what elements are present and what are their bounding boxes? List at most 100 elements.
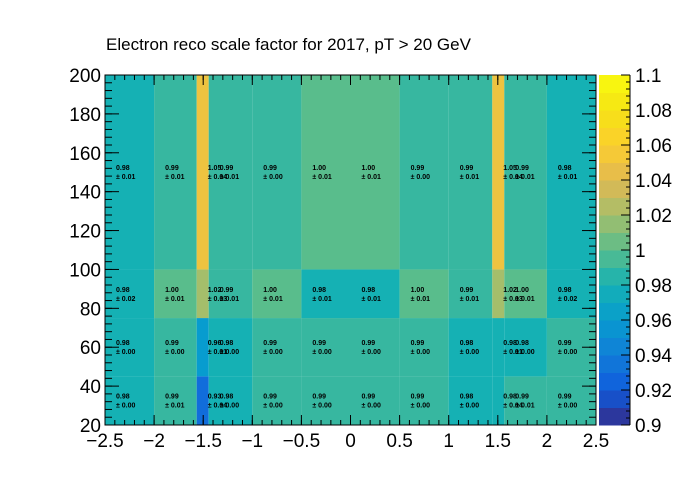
cell-error-label: ± 0.01	[460, 296, 480, 303]
x-tick-label: −1.5	[184, 431, 222, 452]
heatmap-cell	[448, 376, 493, 425]
colorbar-tick-label: 0.94	[635, 346, 672, 367]
cell-value-label: 0.98	[515, 340, 529, 347]
cell-value-label: 0.99	[312, 340, 326, 347]
x-tick-label: 1.5	[485, 431, 511, 452]
cell-value-label: 0.99	[165, 394, 179, 401]
cell-error-label: ± 0.01	[515, 296, 535, 303]
cell-value-label: 0.99	[165, 340, 179, 347]
heatmap-cell	[546, 75, 596, 270]
y-tick-label: 60	[80, 338, 101, 359]
cell-error-label: ± 0.01	[558, 174, 578, 181]
cell-value-label: 0.99	[220, 287, 234, 294]
cell-value-label: 1.02	[208, 287, 222, 294]
colorbar-tick-label: 0.96	[635, 311, 672, 332]
cell-error-label: ± 0.04	[208, 403, 228, 410]
cell-error-label: ± 0.00	[362, 403, 382, 410]
colorbar-segment	[599, 232, 630, 251]
colorbar-segment	[599, 302, 630, 321]
heatmap-cell	[105, 75, 155, 270]
colorbar-segment	[599, 355, 630, 373]
cell-value-label: 0.99	[362, 394, 376, 401]
colorbar: 0.9 0.92 0.94 0.96 0.98 1 1.02 1.04 1.06 1.08 1.1	[599, 66, 672, 437]
cell-value-label: 0.98	[116, 340, 130, 347]
x-tick-label: 1	[443, 431, 454, 452]
colorbar-tick-label: 0.98	[635, 276, 672, 297]
y-tick-label: 120	[69, 222, 101, 243]
x-tick-label: −2.5	[86, 431, 124, 452]
heatmap-cell	[448, 75, 493, 270]
x-tick-label: 0	[345, 431, 356, 452]
cell-value-label: 1.05	[503, 165, 517, 172]
cell-value-label: 0.99	[263, 394, 277, 401]
cell-error-label: ± 0.02	[558, 296, 578, 303]
colorbar-tick-label: 1.1	[635, 66, 661, 87]
x-axis: −2.5 −2 −1.5 −1 −0.5 0 0.5 1 1.5 2 2.5	[86, 75, 609, 452]
y-tick-label: 200	[69, 66, 101, 87]
colorbar-tick-label: 0.92	[635, 381, 672, 402]
cell-value-label: 0.98	[503, 394, 517, 401]
cell-error-label: ± 0.00	[558, 349, 578, 356]
cell-value-label: 0.99	[362, 340, 376, 347]
cell-value-label: 0.99	[558, 394, 572, 401]
cell-error-label: ± 0.00	[362, 349, 382, 356]
cell-value-label: 0.98	[116, 287, 130, 294]
colorbar-segment	[599, 320, 630, 338]
cell-error-label: ± 0.01	[208, 349, 228, 356]
heatmap-cell	[154, 269, 197, 319]
x-tick-label: −2	[143, 431, 165, 452]
cell-value-label: 1.00	[263, 287, 277, 294]
colorbar-segment	[599, 197, 630, 216]
cell-error-label: ± 0.02	[116, 296, 136, 303]
heatmap-cell	[492, 318, 505, 377]
cell-value-label: 0.98	[220, 394, 234, 401]
heatmap-cell	[154, 376, 197, 425]
cell-value-label: 0.98	[460, 340, 474, 347]
cell-error-label: ± 0.01	[460, 174, 480, 181]
cell-error-label: ± 0.00	[165, 349, 185, 356]
cell-value-label: 0.98	[558, 165, 572, 172]
x-tick-label: −0.5	[283, 431, 321, 452]
heatmap-cell	[154, 75, 197, 270]
colorbar-segment	[599, 372, 630, 391]
heatmap-cell	[399, 376, 449, 425]
heatmap-cell	[448, 318, 493, 377]
cell-error-label: ± 0.00	[411, 403, 431, 410]
y-tick-label: 100	[69, 260, 101, 281]
heatmap-cell	[196, 376, 209, 425]
heatmap-cell	[504, 269, 547, 319]
colorbar-tick-label: 1.04	[635, 171, 672, 192]
cell-value-label: 0.98	[362, 287, 376, 294]
colorbar-segment	[599, 145, 630, 163]
cell-value-label: 0.99	[460, 287, 474, 294]
heatmap-cell	[399, 75, 449, 270]
cell-value-label: 1.00	[411, 287, 425, 294]
cell-value-label: 0.98	[312, 287, 326, 294]
cell-error-label: ± 0.01	[165, 403, 185, 410]
cell-error-label: ± 0.04	[503, 403, 523, 410]
heatmap-cell	[504, 376, 547, 425]
cell-error-label: ± 0.01	[362, 174, 382, 181]
cell-error-label: ± 0.00	[460, 403, 480, 410]
cell-error-label: ± 0.00	[312, 349, 332, 356]
colorbar-tick-label: 1	[635, 241, 646, 262]
x-tick-label: −1	[241, 431, 263, 452]
heatmap-cell	[492, 376, 505, 425]
cell-error-label: ± 0.00	[263, 403, 283, 410]
heatmap-cell	[399, 318, 449, 377]
cell-error-label: ± 0.03	[208, 296, 228, 303]
colorbar-segment	[599, 110, 630, 128]
y-tick-label: 40	[80, 377, 101, 398]
cell-error-label: ± 0.01	[165, 174, 185, 181]
cell-error-label: ± 0.01	[515, 174, 535, 181]
y-tick-label: 160	[69, 144, 101, 165]
cell-error-label: ± 0.00	[312, 403, 332, 410]
heatmap-cell	[546, 376, 596, 425]
cell-error-label: ± 0.00	[263, 349, 283, 356]
heatmap-cell	[208, 269, 253, 319]
cell-error-label: ± 0.00	[558, 403, 578, 410]
heatmap-cell	[252, 318, 302, 377]
cell-error-label: ± 0.00	[411, 174, 431, 181]
cell-error-label: ± 0.01	[515, 403, 535, 410]
colorbar-tick-label: 1.02	[635, 206, 672, 227]
